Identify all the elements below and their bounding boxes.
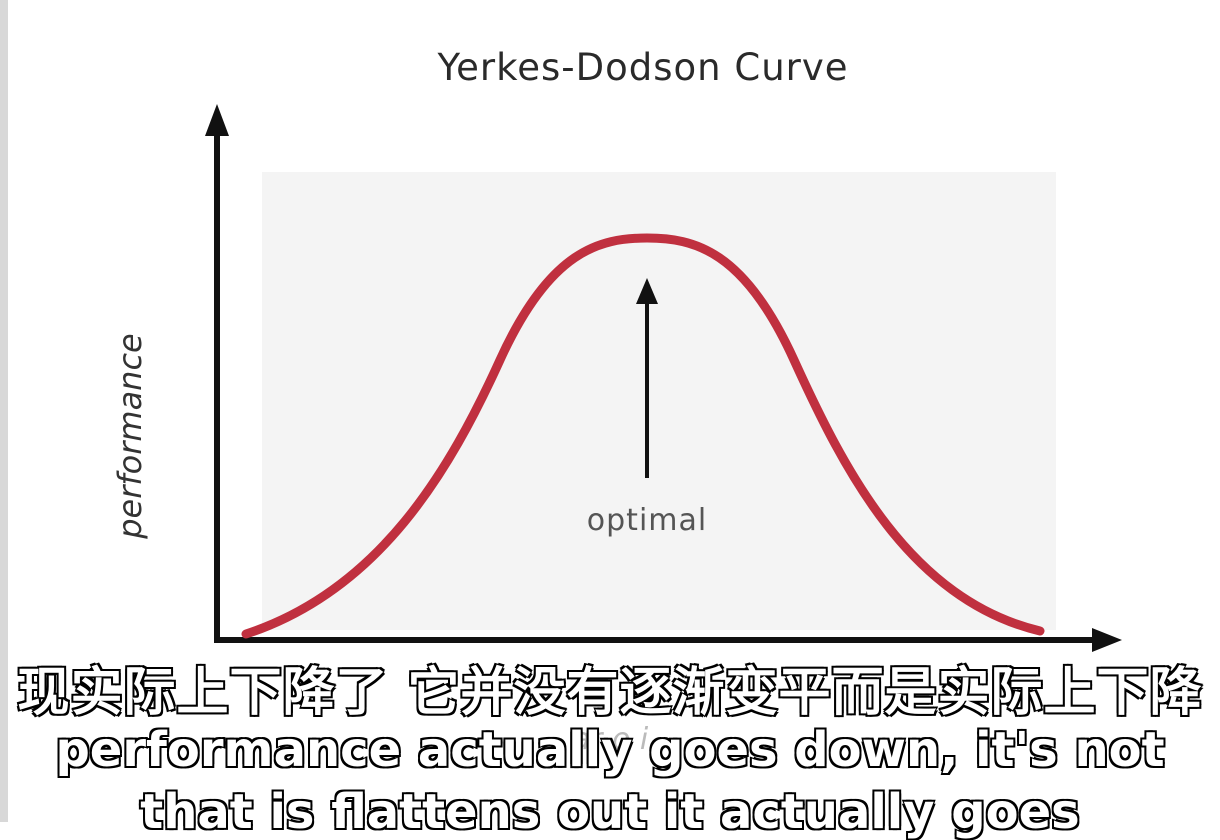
optimal-arrowhead <box>636 278 658 304</box>
optimal-annotation: optimal <box>586 503 708 538</box>
subtitle-english-line1: performance actually goes down, it's not <box>54 721 1165 779</box>
y-axis-arrowhead <box>205 104 229 136</box>
x-axis-arrowhead <box>1092 628 1122 652</box>
y-axis-label: performance <box>111 333 149 539</box>
subtitle-english-line2: that is flattens out it actually goes <box>139 783 1080 840</box>
diagram-graphic <box>205 104 1122 652</box>
left-frame-edge <box>0 0 8 822</box>
diagram-title: Yerkes-Dodson Curve <box>437 46 849 89</box>
performance-curve <box>241 233 1045 639</box>
x-axis-label-partial: ar o i <box>571 722 649 757</box>
plot-background <box>262 172 1056 630</box>
subtitle-chinese: 现实际上下降了 它并没有逐渐变平而是实际上下降 <box>16 662 1203 724</box>
